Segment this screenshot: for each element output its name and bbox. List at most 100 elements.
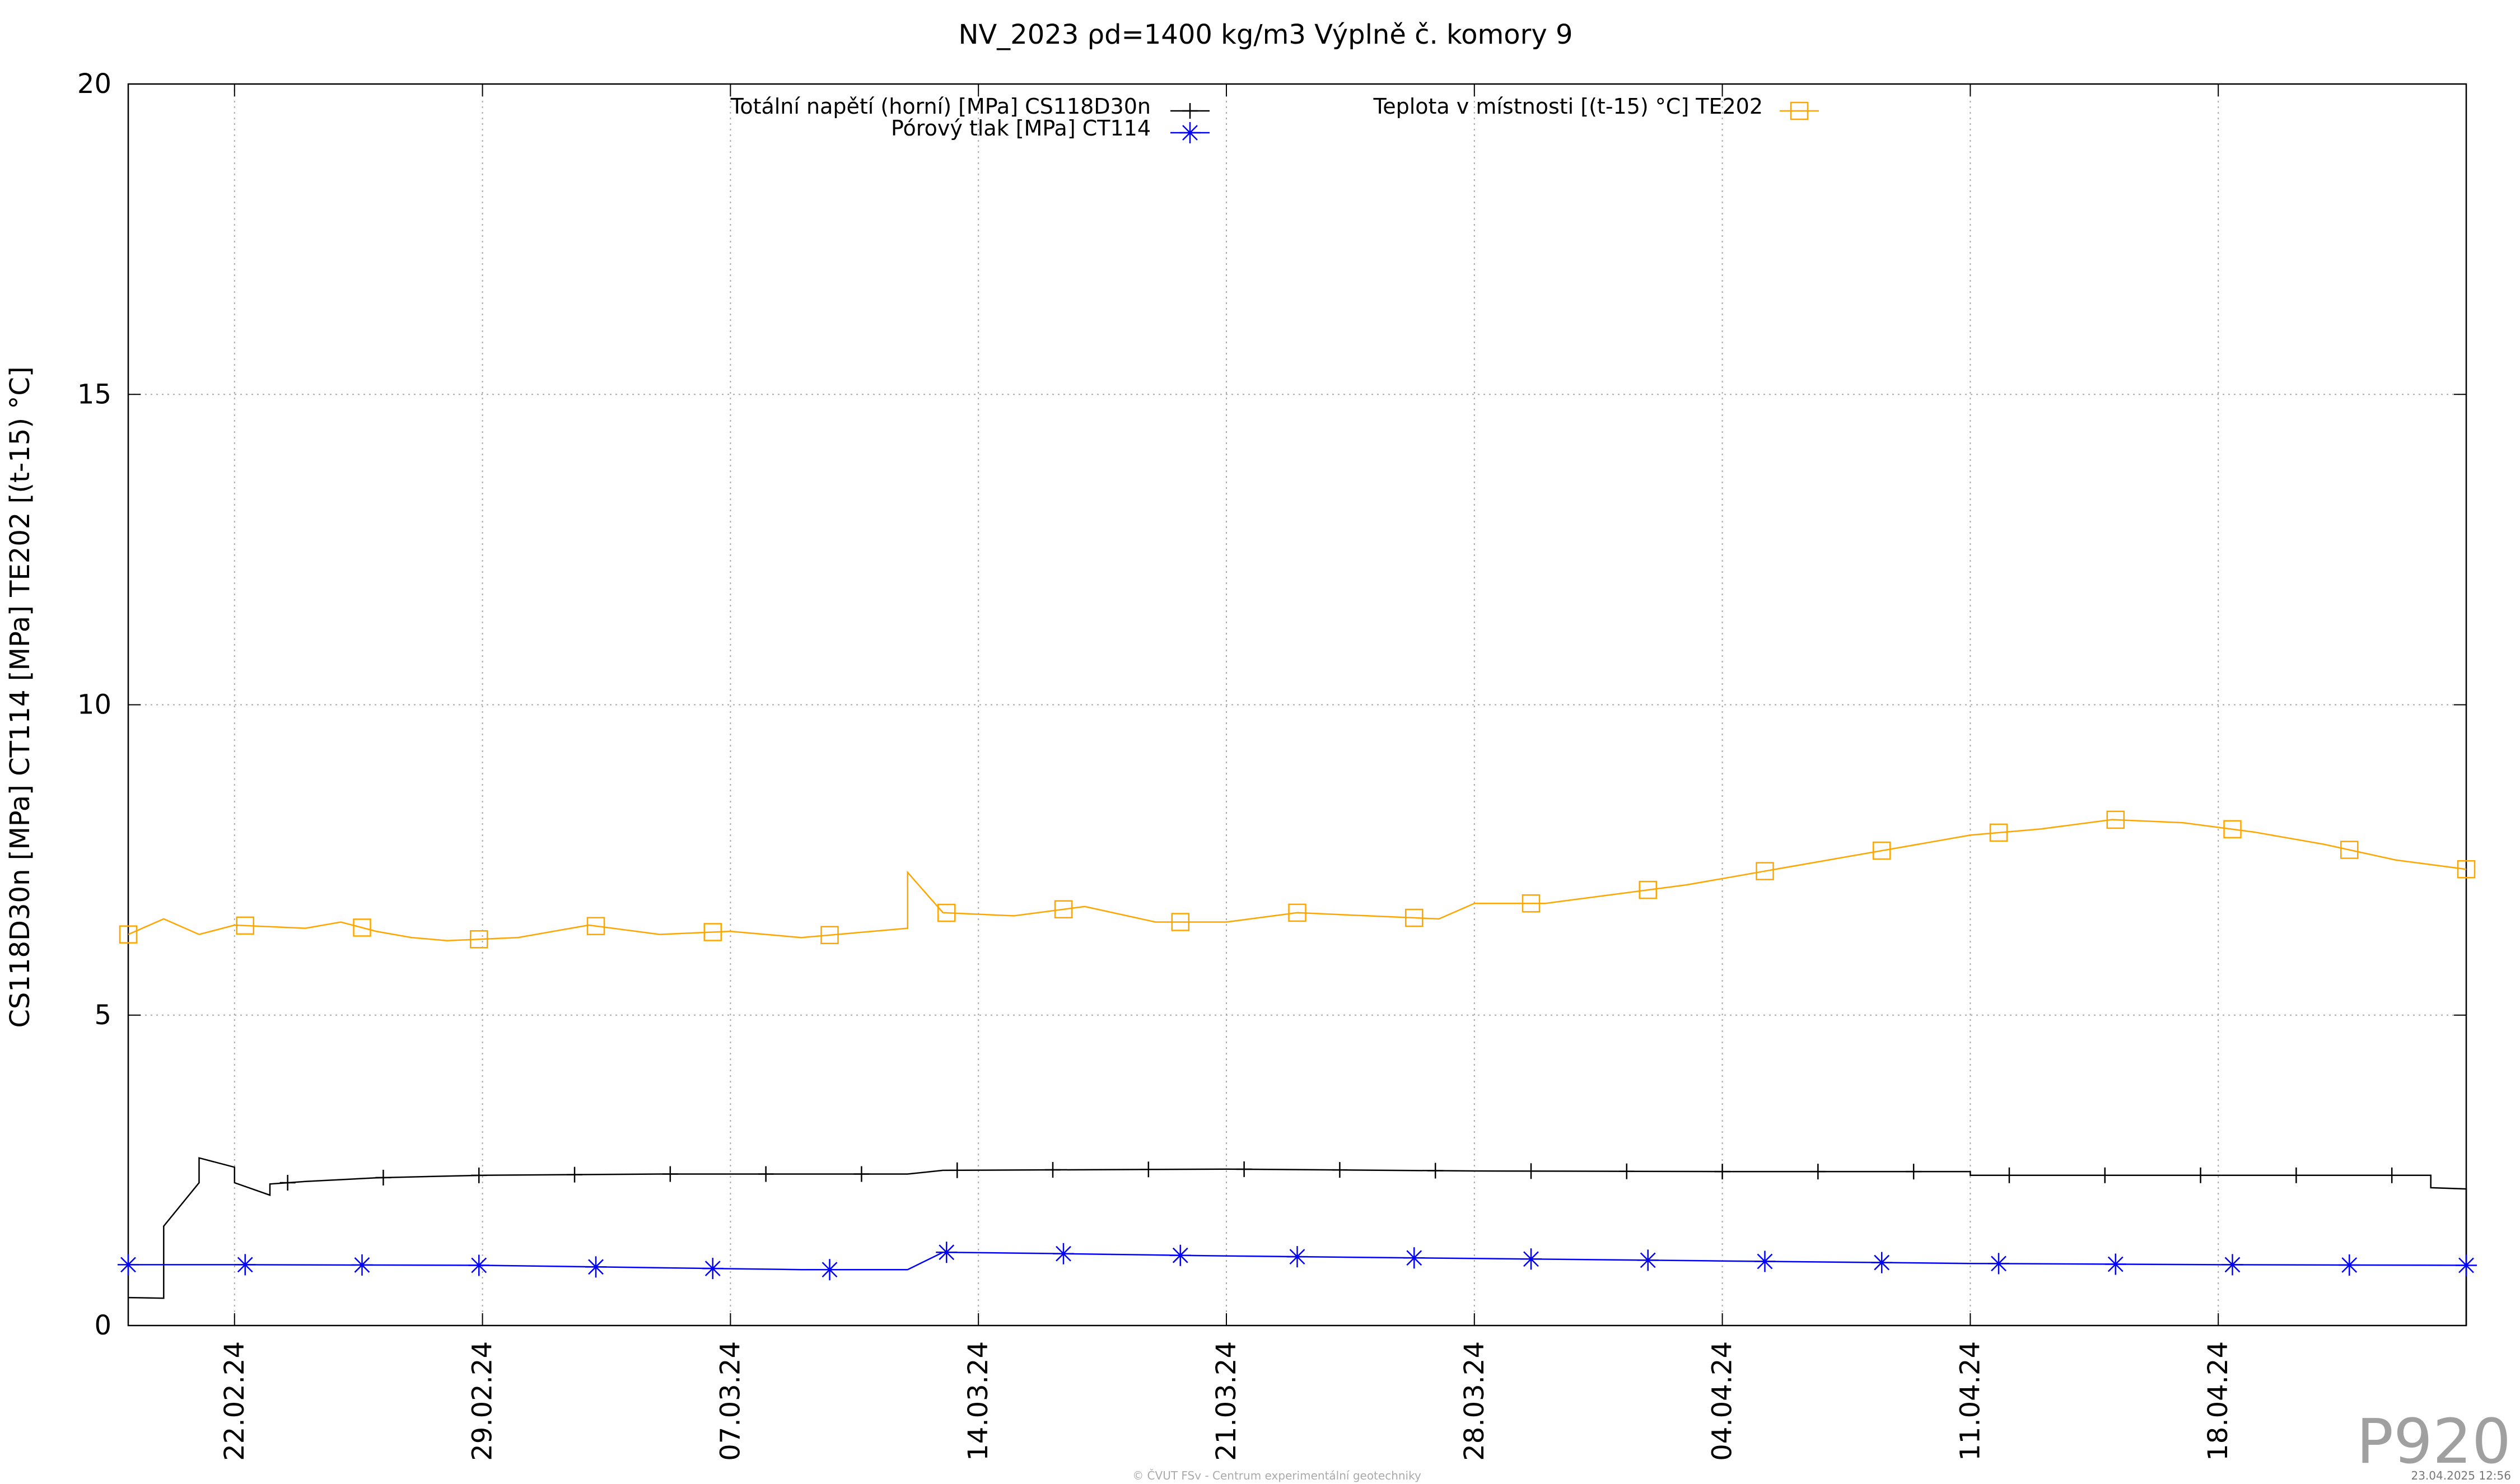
data-point: [949, 1162, 965, 1178]
legend-label: Totální napětí (horní) [MPa] CS118D30n: [730, 94, 1151, 119]
y-axis: 0 5 10 15 20: [77, 68, 2466, 1341]
data-point: [375, 1169, 391, 1186]
chart-title: NV_2023 ρd=1400 kg/m3 Výplně č. komory 9: [958, 19, 1572, 50]
data-point: [585, 1256, 606, 1278]
data-point: [567, 1166, 583, 1183]
data-point: [1140, 1161, 1156, 1178]
timestamp: 23.04.2025 12:56: [2411, 1469, 2511, 1482]
legend-marker: [1182, 103, 1198, 119]
data-point: [703, 923, 722, 941]
data-point: [702, 1258, 724, 1280]
data-point: [1288, 903, 1306, 922]
data-point: [2340, 841, 2359, 859]
footer-credit: © ČVUT FSv - Centrum experimentální geot…: [1132, 1469, 1421, 1482]
data-point: [2223, 820, 2242, 839]
data-point: [236, 916, 254, 935]
series-2: [119, 810, 2476, 949]
data-point: [2288, 1167, 2304, 1183]
data-point: [937, 903, 956, 922]
data-point: [820, 926, 839, 945]
data-point: [1332, 1162, 1348, 1178]
data-point: [468, 1254, 490, 1276]
x-tick-label: 07.03.24: [715, 1341, 746, 1461]
series-line: [128, 819, 2467, 941]
data-point: [2339, 1254, 2360, 1276]
series-0: [128, 1157, 2467, 1326]
data-point: [1756, 862, 1774, 880]
y-tick-label: 15: [77, 379, 111, 410]
data-point: [2001, 1167, 2017, 1183]
data-point: [2384, 1167, 2400, 1183]
data-point: [118, 1254, 139, 1276]
data-point: [1169, 1244, 1191, 1266]
data-point: [936, 1242, 958, 1263]
data-point: [2097, 1167, 2113, 1183]
data-point: [1171, 913, 1189, 931]
data-point: [586, 917, 605, 935]
data-point: [1523, 1163, 1539, 1179]
data-point: [1873, 841, 1891, 860]
data-point: [1403, 1247, 1425, 1269]
data-point: [1989, 823, 2008, 842]
grid: [128, 84, 2466, 1326]
y-tick-label: 20: [77, 68, 111, 100]
data-point: [1810, 1164, 1826, 1180]
x-tick-label: 14.03.24: [963, 1341, 994, 1461]
data-point: [758, 1166, 774, 1182]
series-layer: [118, 810, 2477, 1326]
x-tick-label: 11.04.24: [1954, 1341, 1986, 1461]
data-point: [234, 1254, 256, 1276]
data-point: [2457, 860, 2476, 879]
data-point: [1427, 1163, 1444, 1179]
x-tick-label: 22.02.24: [219, 1341, 250, 1461]
data-point: [1054, 900, 1073, 919]
y-axis-label: CS118D30n [MPa] CT114 [MPa] TE202 [(t-15…: [4, 366, 36, 1028]
data-point: [2106, 810, 2125, 829]
data-point: [819, 1259, 841, 1281]
x-tick-label: 04.04.24: [1707, 1341, 1738, 1461]
data-point: [1286, 1246, 1308, 1268]
data-point: [1053, 1243, 1074, 1264]
data-point: [1522, 894, 1541, 913]
data-point: [1405, 908, 1424, 927]
data-point: [471, 1167, 487, 1183]
data-point: [1871, 1252, 1893, 1273]
y-tick-label: 0: [94, 1310, 111, 1341]
data-point: [1236, 1161, 1252, 1177]
corner-label: P920: [2356, 1406, 2511, 1477]
legend: Totální napětí (horní) [MPa] CS118D30nPó…: [730, 94, 1819, 143]
data-point: [2456, 1254, 2477, 1276]
legend-entry: Totální napětí (horní) [MPa] CS118D30n: [730, 94, 1210, 119]
data-point: [853, 1166, 870, 1182]
data-point: [1045, 1162, 1061, 1178]
data-point: [470, 930, 488, 949]
legend-entry: Teplota v místnosti [(t-15) °C] TE202: [1373, 94, 1819, 120]
data-point: [1906, 1164, 1922, 1180]
x-tick-label: 18.04.24: [2202, 1341, 2234, 1461]
legend-marker: [1179, 122, 1201, 143]
data-point: [351, 1254, 373, 1276]
data-point: [279, 1175, 296, 1191]
series-line: [128, 1251, 2467, 1271]
plot-border: [127, 83, 2467, 1327]
data-point: [2192, 1167, 2209, 1183]
data-point: [1754, 1250, 1776, 1272]
plot-area: [127, 83, 2467, 1327]
legend-entry: Pórový tlak [MPa] CT114: [891, 116, 1210, 143]
data-point: [1714, 1164, 1730, 1180]
x-axis: 22.02.24 29.02.24 07.03.24 14.03.24 21.03.24…: [219, 84, 2234, 1461]
legend-marker: [1790, 101, 1809, 120]
x-tick-label: 21.03.24: [1211, 1341, 1242, 1461]
data-point: [119, 925, 138, 944]
data-point: [1520, 1248, 1542, 1270]
data-point: [1637, 1249, 1659, 1271]
series-line: [128, 1157, 2467, 1326]
x-tick-label: 28.03.24: [1459, 1341, 1490, 1461]
x-tick-label: 29.02.24: [467, 1341, 498, 1461]
data-point: [2222, 1254, 2243, 1276]
data-point: [1618, 1163, 1635, 1179]
data-point: [2104, 1253, 2126, 1275]
y-tick-label: 10: [77, 689, 111, 721]
data-point: [662, 1166, 678, 1182]
